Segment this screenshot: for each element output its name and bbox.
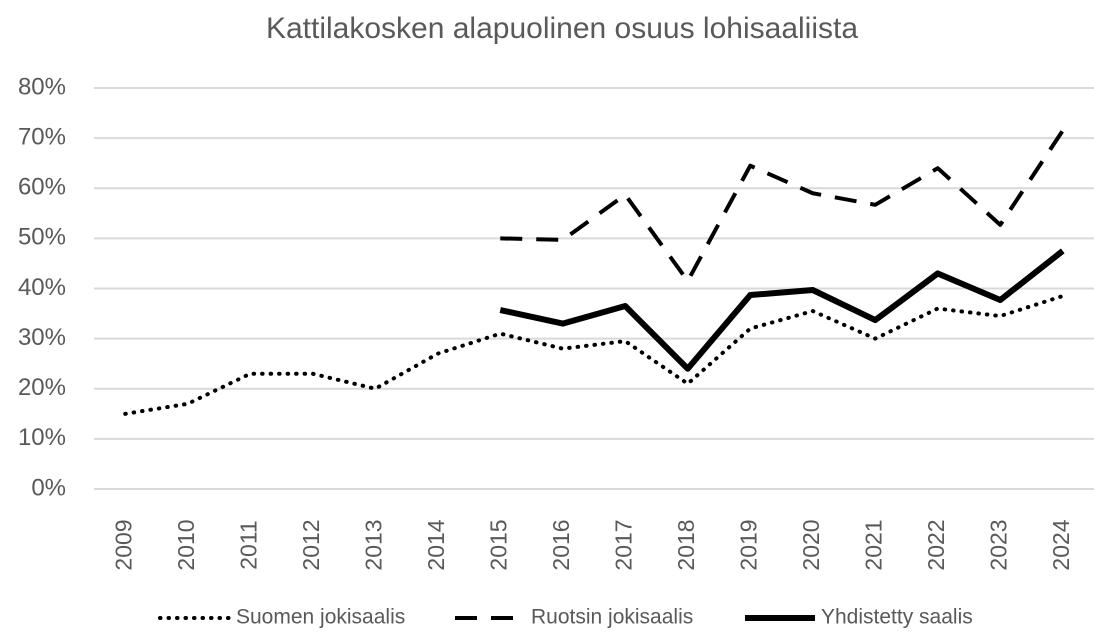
y-tick-label: 60% [18,174,66,201]
legend-label: Ruotsin jokisaalis [531,606,693,629]
x-tick-label: 2012 [298,519,324,570]
y-tick-label: 0% [31,474,66,501]
x-tick-label: 2015 [485,519,511,570]
x-tick-label: 2022 [923,519,949,570]
x-tick-label: 2021 [860,519,886,570]
chart-title: Kattilakosken alapuolinen osuus lohisaal… [266,12,858,45]
x-tick-label: 2017 [610,519,636,570]
legend-label: Suomen jokisaalis [236,606,405,629]
x-tick-label: 2016 [548,519,574,570]
y-tick-label: 30% [18,324,66,351]
y-tick-label: 20% [18,374,66,401]
x-tick-label: 2019 [735,519,761,570]
legend-label: Yhdistetty saalis [821,606,973,629]
x-tick-label: 2024 [1048,519,1074,570]
series-line [123,294,1065,416]
x-tick-label: 2014 [423,519,449,570]
x-tick-label: 2020 [798,519,824,570]
x-tick-label: 2023 [985,519,1011,570]
x-tick-label: 2011 [235,520,261,569]
y-tick-label: 40% [18,274,66,301]
y-tick-label: 70% [18,123,66,150]
y-tick-label: 80% [18,73,66,100]
series-line [500,129,1065,283]
x-tick-label: 2010 [173,519,199,570]
series-line [499,248,1065,372]
x-tick-label: 2018 [673,519,699,570]
x-tick-label: 2009 [110,519,136,570]
y-tick-label: 50% [18,224,66,251]
y-tick-label: 10% [18,424,66,451]
x-tick-label: 2013 [360,519,386,570]
